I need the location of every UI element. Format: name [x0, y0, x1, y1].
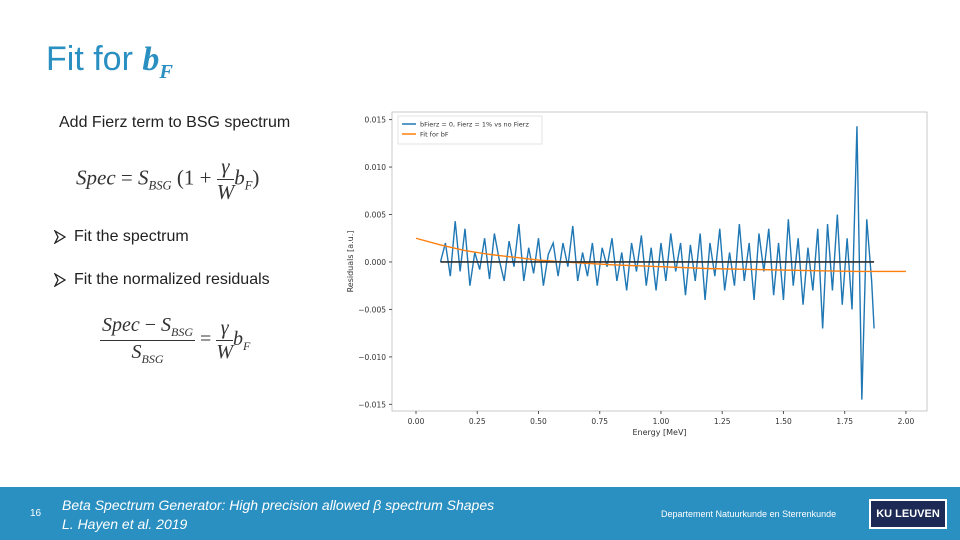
y-tick-label: 0.000	[365, 258, 387, 267]
x-tick-label: 0.00	[408, 417, 425, 426]
title-symbol: b	[142, 41, 160, 78]
title-text: Fit for	[46, 40, 133, 78]
bullet: Fit the spectrum	[74, 228, 189, 245]
title-subscript: F	[159, 60, 173, 83]
reference: L. Hayen et al. 2019	[62, 516, 188, 532]
bullet: Fit the normalized residuals	[74, 271, 270, 288]
bullet-arrow	[54, 273, 66, 287]
eq-token: (1 +	[176, 165, 212, 190]
x-tick-label: 1.25	[714, 417, 731, 426]
eq-token: F	[243, 339, 251, 354]
department: Departement Natuurkunde en Sterrenkunde	[661, 509, 837, 519]
eq-token: W	[216, 341, 233, 363]
eq-token: S	[161, 314, 172, 336]
eq-token: BSG	[148, 178, 172, 193]
slide-title: Fit for bF	[46, 40, 173, 84]
eq-token: BSG	[171, 325, 194, 339]
bullet-arrow	[54, 230, 66, 244]
logo: KU LEUVEN	[869, 499, 947, 529]
eq-token: =	[120, 165, 133, 190]
eq-token: b	[233, 328, 243, 351]
x-tick-label: 0.25	[469, 417, 486, 426]
x-tick-label: 0.75	[591, 417, 608, 426]
chart: −0.015 −0.010 −0.005 0.000 0.005 0.010 0.015 0.…	[346, 111, 928, 437]
eq-token: )	[252, 165, 260, 190]
y-tick-label: 0.010	[365, 163, 387, 172]
y-tick-label: −0.005	[358, 305, 386, 314]
footer	[0, 487, 960, 540]
x-axis-label: Energy [MeV]	[632, 428, 686, 437]
eq-token: BSG	[141, 352, 164, 366]
eq-token: S	[131, 341, 142, 363]
x-tick-label: 1.75	[836, 417, 853, 426]
y-tick-label: −0.015	[358, 400, 386, 409]
eq-token: W	[216, 180, 235, 204]
x-tick-label: 2.00	[898, 417, 915, 426]
series-line	[415, 237, 906, 273]
y-tick-label: 0.005	[365, 211, 387, 220]
eq-token: Spec	[102, 314, 140, 336]
legend-label: bFierz = 0, Fierz = 1% vs no Fierz	[420, 121, 529, 129]
reference: Beta Spectrum Generator: High precision …	[62, 497, 495, 513]
eq-token: −	[144, 314, 157, 336]
y-tick-label: 0.015	[365, 116, 387, 125]
eq-token: γ	[216, 317, 233, 341]
eq-token: Spec	[76, 165, 116, 190]
x-tick-label: 1.00	[653, 417, 670, 426]
eq-token: F	[244, 178, 253, 193]
eq-token: γ	[216, 154, 235, 180]
eq-token: b	[234, 165, 245, 190]
x-tick-label: 0.50	[530, 417, 547, 426]
page-number: 16	[30, 508, 42, 519]
y-tick-label: −0.010	[358, 353, 386, 362]
intro: Add Fierz term to BSG spectrum	[59, 114, 291, 131]
eq-token: S	[138, 165, 149, 190]
y-axis-label: Residuals [a.u.]	[346, 231, 355, 293]
legend-box	[397, 115, 543, 145]
x-tick-label: 1.50	[775, 417, 792, 426]
legend-label: Fit for bF	[420, 131, 449, 139]
eq-token: =	[200, 328, 212, 351]
